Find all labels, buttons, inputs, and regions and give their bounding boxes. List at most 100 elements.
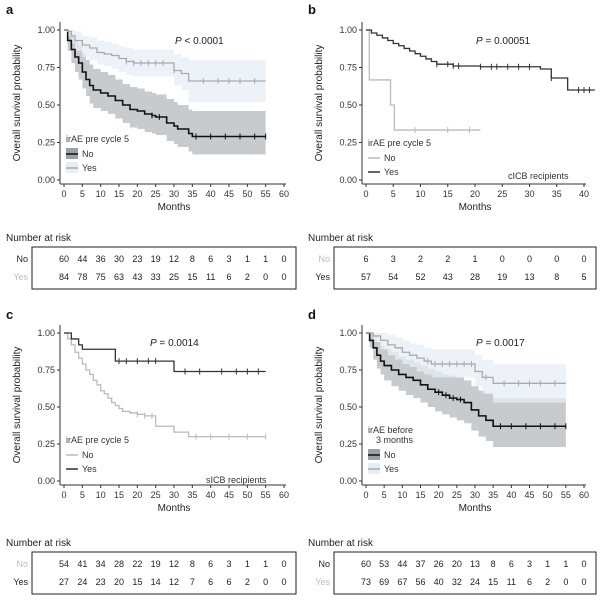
risk-cell: 44: [77, 254, 87, 264]
y-axis-label: Overall survival probability: [314, 45, 325, 162]
risk-cell: 0: [563, 577, 568, 587]
p-symbol: P: [150, 338, 157, 349]
risk-table-title: Number at risk: [6, 233, 72, 244]
x-tick-label: 40: [506, 490, 516, 500]
risk-row-label: No: [318, 559, 330, 569]
x-tick-label: 20: [470, 189, 480, 199]
risk-cell: 52: [415, 272, 425, 282]
km-curve-yes: [366, 29, 595, 91]
panel-letter: a: [6, 2, 14, 17]
y-axis-label: Overall survival probability: [314, 347, 325, 464]
risk-cell: 2: [245, 577, 250, 587]
risk-cell: 78: [77, 272, 87, 282]
x-tick-label: 25: [151, 490, 161, 500]
risk-cell: 34: [96, 559, 106, 569]
risk-cell: 60: [59, 254, 69, 264]
risk-cell: 28: [114, 559, 124, 569]
km-curve-no: [366, 332, 566, 428]
risk-cell: 20: [114, 577, 124, 587]
risk-cell: 13: [470, 559, 480, 569]
x-axis-label: Months: [459, 202, 492, 213]
risk-cell: 12: [169, 559, 179, 569]
x-tick-label: 55: [261, 490, 271, 500]
panel-letter: c: [6, 307, 13, 322]
x-tick-label: 30: [470, 490, 480, 500]
y-tick-label: 0.00: [339, 175, 357, 185]
x-tick-label: 10: [96, 490, 106, 500]
legend-title: irAE before: [368, 425, 413, 435]
risk-cell: 6: [509, 559, 514, 569]
risk-cell: 22: [132, 559, 142, 569]
risk-table-title: Number at risk: [308, 538, 374, 549]
x-tick-label: 15: [114, 189, 124, 199]
p-symbol: P: [175, 36, 182, 47]
risk-row-label: Yes: [13, 272, 28, 282]
risk-cell: 0: [527, 254, 532, 264]
x-tick-label: 15: [443, 189, 453, 199]
y-tick-label: 1.00: [37, 25, 55, 35]
x-tick-label: 30: [169, 189, 179, 199]
risk-cell: 19: [151, 254, 161, 264]
risk-cell: 14: [151, 577, 161, 587]
x-tick-label: 60: [279, 490, 289, 500]
km-curve-yes: [64, 332, 266, 373]
panel-b: b0.000.250.500.751.000 5 10 15 20 25 30 35 40Mon…: [308, 2, 597, 290]
x-tick-label: 40: [206, 490, 216, 500]
risk-cell: 6: [226, 577, 231, 587]
y-tick-label: 0.25: [37, 439, 55, 449]
km-curve-yes: [64, 29, 266, 82]
p-value: P = 0.0017: [476, 338, 525, 349]
x-tick-label: 30: [524, 189, 534, 199]
risk-cell: 1: [245, 559, 250, 569]
x-tick-label: 35: [552, 189, 562, 199]
risk-cell: 56: [415, 577, 425, 587]
ci-band-no: [366, 333, 566, 447]
x-tick-label: 40: [206, 189, 216, 199]
x-tick-label: 35: [488, 490, 498, 500]
p-symbol: P: [476, 338, 483, 349]
risk-cell: 2: [545, 577, 550, 587]
x-tick-label: 40: [579, 189, 589, 199]
risk-row-label: No: [16, 254, 28, 264]
y-tick-label: 0.50: [37, 100, 55, 110]
risk-cell: 2: [445, 254, 450, 264]
risk-cell: 0: [281, 272, 286, 282]
x-tick-label: 20: [132, 189, 142, 199]
risk-cell: 0: [581, 577, 586, 587]
risk-table-box: [31, 551, 297, 595]
risk-cell: 23: [96, 577, 106, 587]
risk-cell: 63: [114, 272, 124, 282]
y-tick-label: 0.00: [339, 476, 357, 486]
legend-label-no: No: [384, 450, 396, 460]
risk-cell: 8: [190, 559, 195, 569]
x-tick-label: 5: [80, 490, 85, 500]
risk-cell: 1: [563, 559, 568, 569]
risk-cell: 25: [169, 272, 179, 282]
x-tick-label: 60: [279, 189, 289, 199]
legend-label-no: No: [384, 153, 396, 163]
x-tick-label: 25: [497, 189, 507, 199]
p-value-text: = 0.0014: [157, 338, 199, 349]
risk-cell: 1: [263, 559, 268, 569]
panel-a: a0.000.250.500.751.000 5 10 15 20 25 30 35 40 45 5…: [6, 2, 297, 290]
risk-table-box: [333, 551, 597, 595]
risk-cell: 43: [132, 272, 142, 282]
risk-cell: 73: [361, 577, 371, 587]
legend-label-no: No: [82, 149, 94, 159]
x-axis-label: Months: [158, 202, 191, 213]
panel-d: d0.000.250.500.751.000 5 10 15 20 25 30 35 40 45 5…: [308, 307, 597, 595]
y-tick-label: 0.25: [339, 138, 357, 148]
legend-label-yes: Yes: [384, 464, 399, 474]
x-tick-label: 25: [452, 490, 462, 500]
y-tick-label: 0.25: [339, 439, 357, 449]
risk-cell: 0: [281, 254, 286, 264]
panel-letter: b: [308, 2, 316, 17]
legend-label-no: No: [82, 450, 94, 460]
risk-cell: 26: [434, 559, 444, 569]
y-tick-label: 1.00: [37, 328, 55, 338]
risk-table-title: Number at risk: [308, 233, 374, 244]
y-tick-label: 0.75: [37, 63, 55, 73]
y-tick-label: 0.75: [339, 365, 357, 375]
y-tick-label: 0.00: [37, 175, 55, 185]
risk-cell: 43: [443, 272, 453, 282]
